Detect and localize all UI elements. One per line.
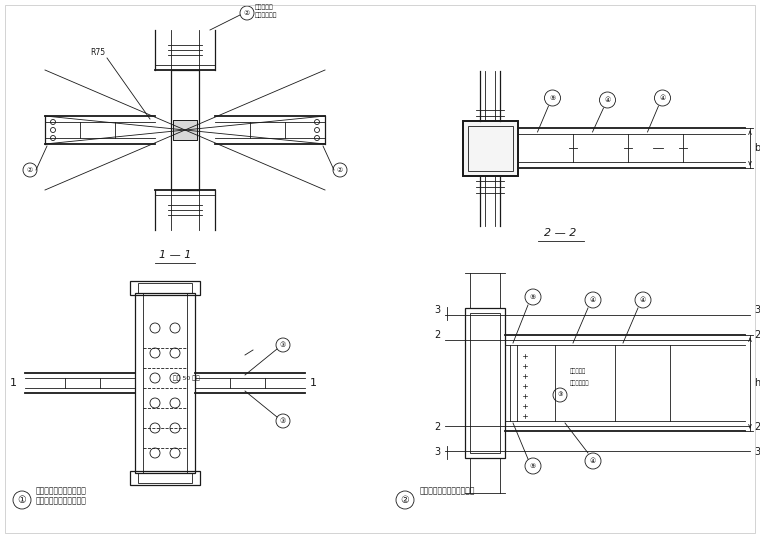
Text: 笱形梁与笱形栖的刚性连接: 笱形梁与笱形栖的刚性连接: [420, 486, 476, 495]
Bar: [463, 121, 518, 175]
Text: b: b: [754, 143, 760, 153]
Text: 1: 1: [309, 378, 316, 388]
Text: 2: 2: [754, 422, 760, 432]
Text: 2 — 2: 2 — 2: [544, 228, 576, 237]
Bar: [463, 121, 518, 175]
Text: h: h: [754, 378, 760, 388]
Text: 按文章用钢筋: 按文章用钢筋: [570, 380, 590, 386]
Text: 2: 2: [434, 422, 440, 432]
Text: 3: 3: [754, 305, 760, 315]
Bar: [173, 120, 197, 140]
Bar: [465, 308, 505, 458]
Bar: [171, 70, 199, 190]
Bar: [173, 120, 197, 140]
Text: 十字形截面栖的刚性连接: 十字形截面栖的刚性连接: [36, 496, 87, 505]
Text: 用于将论合: 用于将论合: [255, 4, 274, 10]
Text: 3: 3: [434, 447, 440, 457]
Text: 3: 3: [754, 447, 760, 457]
Text: ④: ④: [590, 458, 596, 464]
Text: ⑨: ⑨: [530, 294, 536, 300]
Text: 3: 3: [434, 305, 440, 315]
Bar: [467, 125, 512, 171]
Text: 支架用钢板: 支架用钢板: [570, 369, 586, 374]
Text: 在钓筋混凝土结构中梁与: 在钓筋混凝土结构中梁与: [36, 486, 87, 495]
Bar: [130, 281, 200, 295]
Text: ③: ③: [280, 418, 286, 424]
Text: ④: ④: [604, 97, 610, 103]
Bar: [143, 293, 187, 473]
Bar: [138, 473, 192, 483]
Text: ⑨: ⑨: [549, 95, 556, 101]
Bar: [130, 471, 200, 485]
Text: ④: ④: [640, 297, 646, 303]
Text: ②: ②: [337, 167, 343, 173]
Text: 间距 50 范围: 间距 50 范围: [173, 376, 200, 381]
Bar: [138, 283, 192, 293]
Text: 十字形截面栖: 十字形截面栖: [255, 12, 277, 18]
Text: 1: 1: [9, 378, 17, 388]
Text: ③: ③: [557, 393, 563, 398]
Text: ②: ②: [27, 167, 33, 173]
Bar: [470, 313, 500, 453]
Text: ②: ②: [401, 495, 410, 505]
Text: ①: ①: [17, 495, 27, 505]
Text: ④: ④: [660, 95, 666, 101]
Bar: [135, 293, 195, 473]
Text: 1 — 1: 1 — 1: [159, 250, 192, 260]
Text: R75: R75: [90, 48, 105, 57]
Text: ⑨: ⑨: [530, 463, 536, 469]
Text: ③: ③: [280, 342, 286, 348]
Text: 2: 2: [434, 330, 440, 340]
Text: ②: ②: [244, 10, 250, 16]
Text: 2: 2: [754, 330, 760, 340]
Text: ④: ④: [590, 297, 596, 303]
